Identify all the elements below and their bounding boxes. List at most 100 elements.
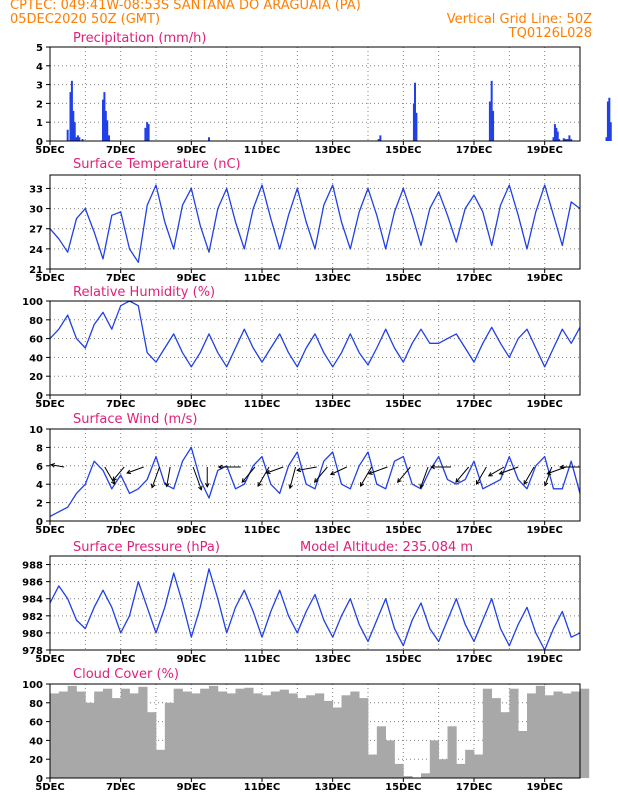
wind-arrow [420,466,429,488]
cloud-bar [164,702,175,778]
cloud-bar [147,712,157,778]
precip-bar [558,139,561,141]
precip-bar [66,129,69,141]
wind-arrow-head [397,478,402,483]
precip-xtick-label: 13DEC [314,145,350,156]
temp-xtick-label: 15DEC [385,273,421,284]
press-series-line [49,568,581,651]
cloud-bar [138,686,148,778]
cloud-bar [120,688,130,778]
cloud-bar [323,700,334,778]
wind-arrow-head [241,478,247,483]
cloud-xtick-label: 15DEC [385,782,421,793]
wind-arrow [289,466,297,489]
precip-frame [49,46,581,142]
cloud-bar [403,776,413,778]
wind-arrow-head [198,485,203,491]
cloud-bar [156,749,166,778]
temp-ytick-label: 21 [29,265,43,276]
precip-bar [606,101,609,141]
wind-arrow [499,466,519,475]
rh-ytick-label: 40 [29,353,43,364]
wind-ytick-label: 2 [36,499,43,510]
temp-xtick-label: 7DEC [106,273,135,284]
press-xtick-label: 7DEC [106,654,135,665]
precip-bar [379,135,382,141]
wind-frame [49,428,581,522]
wind-ytick-label: 8 [36,443,43,454]
wind-arrow [266,466,284,474]
precip-ytick-label: 0 [36,137,43,148]
wind-arrow-head [126,469,132,475]
precip-bar [104,110,107,141]
wind-xtick-label: 17DEC [456,525,492,536]
wind-xtick-label: 7DEC [106,525,135,536]
precip-bar [76,135,79,141]
header-grid-note: Vertical Grid Line: 50Z [446,12,592,27]
wind-arrow-head [112,476,117,482]
cloud-ytick-label: 40 [29,736,43,747]
rh-ytick-label: 20 [29,372,43,383]
cloud-bar [58,691,69,778]
wind-xtick-label: 19DEC [526,525,562,536]
wind-arrow-head [360,482,365,487]
cloud-bar [491,698,501,778]
precip-bar [556,131,559,141]
wind-arrow [241,466,256,483]
press-panel-title: Surface Pressure (hPa) [73,540,220,555]
wind-xtick-label: 11DEC [244,525,280,536]
cloud-bar [209,685,219,778]
cloud-bar [429,740,440,778]
precip-xtick-label: 15DEC [385,145,421,156]
cloud-bar [500,712,510,778]
precip-bar [415,112,418,141]
cloud-bar [438,759,448,778]
wind-arrow-head [150,483,156,489]
precip-bar [608,97,611,141]
press-xtick-label: 5DEC [35,654,64,665]
press-ytick-label: 980 [22,629,43,640]
header-station: CPTEC: 049:41W-08:53S SANTANA DO ARAGUAI… [10,0,361,13]
temp-plot-area [50,175,580,269]
header-run-date: 05DEC2020 50Z (GMT) [10,12,161,27]
cloud-panel-title: Cloud Cover (%) [73,667,179,682]
precip-bar [570,139,573,141]
rh-frame [49,300,581,396]
wind-arrow [488,466,505,477]
cloud-bar [129,693,139,778]
cloud-bar [76,691,86,778]
precip-bar [69,92,72,141]
wind-ytick-label: 0 [36,517,43,528]
temp-xtick-label: 11DEC [244,273,280,284]
precip-bar [553,124,556,141]
wind-arrow [455,466,470,483]
wind-arrow-head [204,483,210,488]
cloud-bar [315,693,325,778]
rh-xtick-label: 15DEC [385,399,421,410]
precip-bar [412,103,415,141]
cloud-bar [262,695,272,778]
cloud-bar [226,693,236,778]
wind-xtick-label: 5DEC [35,525,64,536]
precip-bar [147,124,150,141]
cloud-ytick-label: 60 [29,718,43,729]
rh-ytick-label: 80 [29,316,43,327]
cloud-bar [421,773,431,778]
precip-plot-area [50,47,580,141]
press-xtick-label: 13DEC [314,654,350,665]
cloud-bar [67,685,77,778]
precip-bar [490,80,493,141]
press-panel-subtitle: Model Altitude: 235.084 m [300,540,473,555]
cloud-bar [350,691,360,778]
cloud-bar [368,754,378,778]
precip-bar [102,99,104,141]
rh-xtick-label: 17DEC [456,399,492,410]
cloud-bar [94,691,104,778]
cloud-bar [376,726,387,778]
cloud-bar [562,693,572,778]
cloud-ytick-label: 100 [22,680,43,691]
press-ytick-label: 984 [22,595,43,606]
precip-xtick-label: 7DEC [106,145,135,156]
press-ytick-label: 988 [22,561,43,572]
